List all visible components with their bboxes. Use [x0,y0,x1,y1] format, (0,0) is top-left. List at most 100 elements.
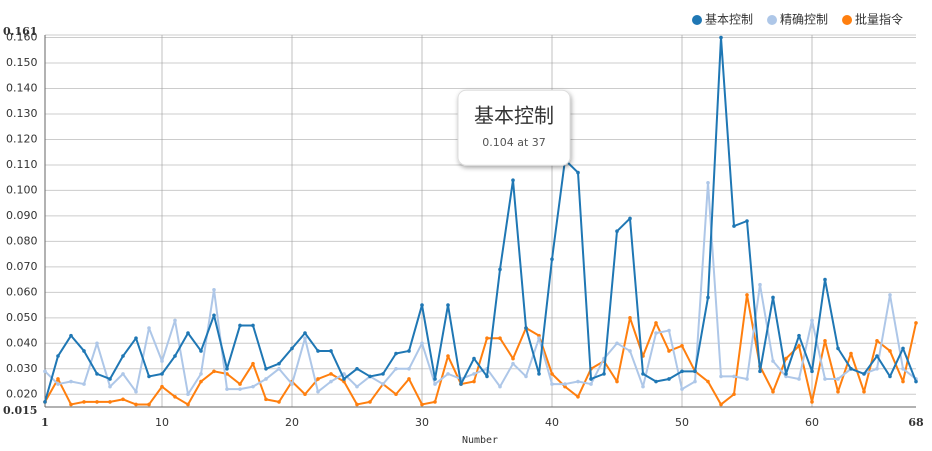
point [108,377,112,381]
point [810,318,814,323]
point [69,402,73,407]
point [732,224,736,228]
point [264,366,268,371]
point [472,379,476,384]
x-tick-label: 20 [285,416,299,429]
point [706,180,710,185]
point [108,384,112,389]
point [771,359,775,363]
point [901,379,905,384]
point [862,372,866,376]
x-tick-label: 50 [675,416,689,429]
legend-marker [692,15,702,25]
point [186,402,190,407]
point [498,336,502,341]
point [329,349,333,353]
point [316,389,320,394]
point [654,321,658,325]
point [667,377,671,381]
point [69,379,73,384]
point [628,316,632,320]
point [797,344,801,348]
point [732,374,736,379]
point [290,346,294,351]
point [654,379,658,384]
point [277,361,281,366]
point [589,382,593,386]
point [394,351,398,356]
point [264,397,268,402]
point [160,359,164,363]
point [95,372,99,376]
point [394,392,398,397]
point [303,392,307,397]
point [212,369,216,374]
point [641,384,645,389]
point [303,336,307,341]
x-tick-label: 40 [545,416,559,429]
tooltip-text: 0.104 at 37 [482,136,546,149]
point [797,377,801,381]
point [329,379,333,384]
y-tick-label: 0.020 [6,387,38,400]
point [823,338,827,343]
point [147,374,151,379]
tooltip-title: 基本控制 [474,104,554,128]
point [199,379,203,384]
point [82,382,86,386]
point [82,400,86,404]
point [212,313,216,318]
point [251,323,255,328]
point [563,384,567,389]
point [849,366,853,371]
point [121,397,125,402]
point [719,35,723,40]
point [732,392,736,397]
point [576,395,580,399]
point [706,379,710,384]
point [615,379,619,384]
x-tick-label: 1 [41,416,49,429]
point [641,372,645,376]
point [459,382,463,386]
y-tick-label: 0.110 [6,158,38,171]
point [745,293,749,297]
point [355,366,359,371]
point [173,395,177,399]
point [329,372,333,376]
point [134,389,138,394]
point [342,379,346,384]
point [277,400,281,404]
point [810,369,814,374]
y-tick-label: 0.050 [6,311,38,324]
legend-label: 精确控制 [780,13,828,27]
point [43,369,47,374]
point [849,351,853,356]
point [264,377,268,381]
point [121,354,125,358]
point [160,384,164,389]
point [745,219,749,223]
point [498,267,502,272]
point [706,295,710,300]
point [615,229,619,233]
point [56,377,60,381]
y-tick-label: 0.161 [3,25,37,38]
point [550,382,554,386]
y-tick-label: 0.070 [6,260,38,273]
point [446,372,450,376]
point [355,402,359,407]
legend-marker [767,15,778,25]
point [576,379,580,384]
point [693,379,697,384]
x-tick-label: 68 [908,416,924,429]
point [446,303,450,307]
point [550,257,554,262]
point [784,374,788,379]
series-line [44,293,917,406]
point [95,341,99,346]
point [680,344,684,348]
point [56,382,60,386]
point [823,377,827,381]
